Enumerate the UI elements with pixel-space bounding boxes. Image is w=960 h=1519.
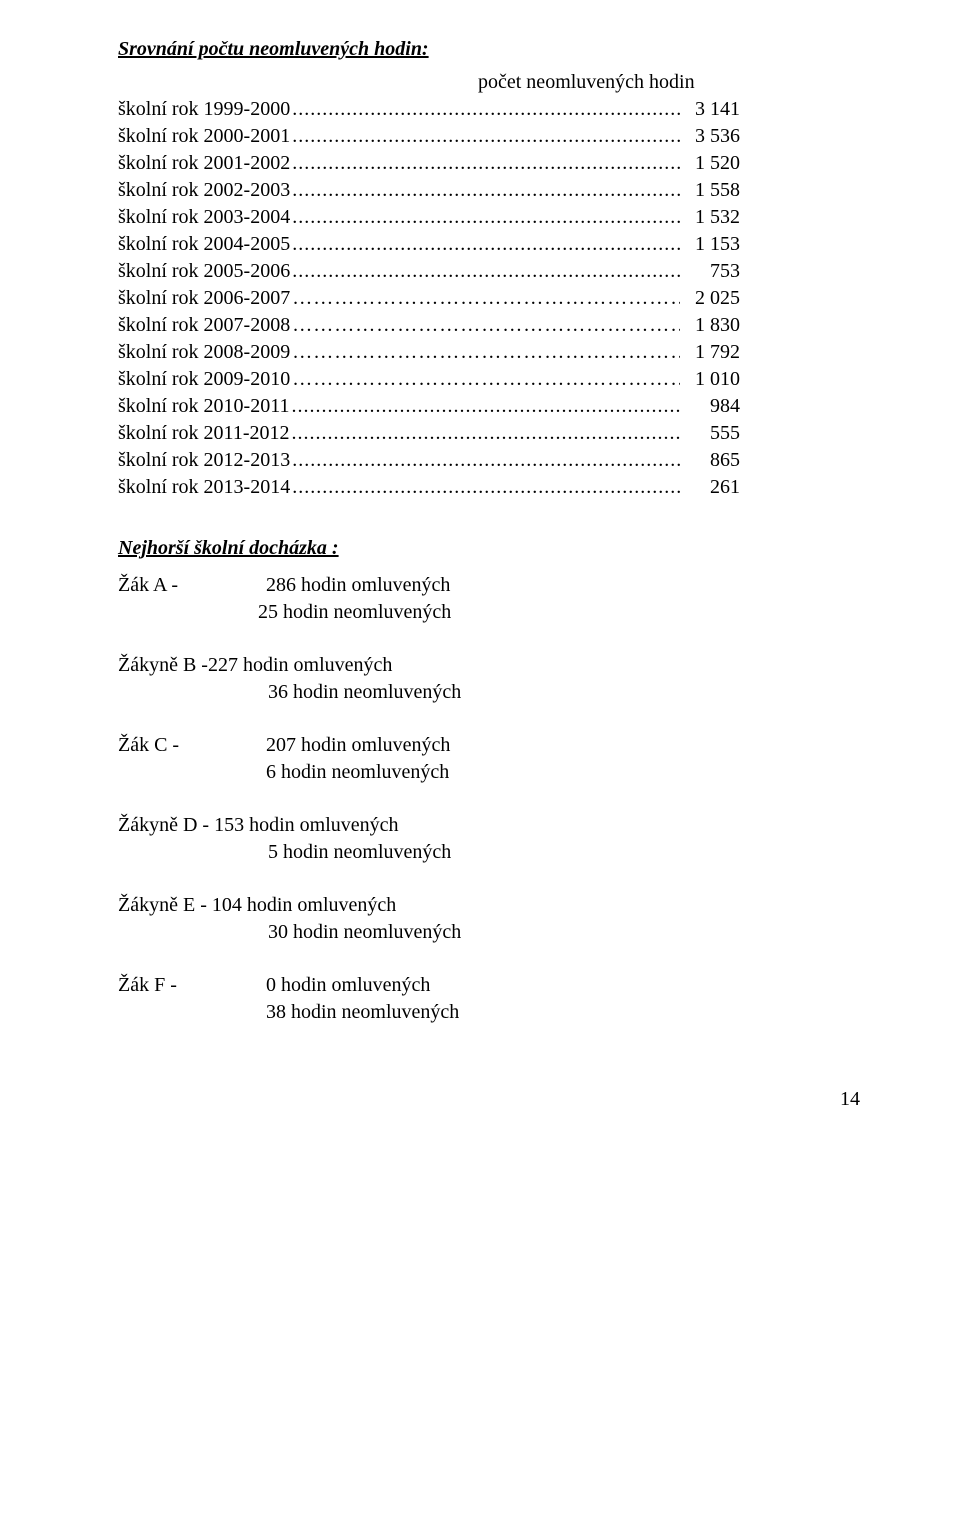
table-row: školní rok 2006-2007……………………………………………………… <box>118 285 860 312</box>
row-label: školní rok 2004-2005 <box>118 231 290 258</box>
row-label: školní rok 2009-2010 <box>118 366 290 393</box>
column-header: počet neomluvených hodin <box>458 69 695 96</box>
leader-dots: ………………………………………………………………………… <box>290 312 680 339</box>
row-value: 1 558 <box>680 177 860 204</box>
entry-line-2: 30 hodin neomluvených <box>118 919 860 946</box>
attendance-entry: Žákyně B -227 hodin omluvených36 hodin n… <box>118 652 860 706</box>
row-value: 1 532 <box>680 204 860 231</box>
leader-dots: ........................................… <box>290 474 680 501</box>
entry-label-inline: Žákyně B -227 hodin omluvených <box>118 652 392 679</box>
row-label: školní rok 2007-2008 <box>118 312 290 339</box>
entry-line-1: Žák C -207 hodin omluvených <box>118 732 860 759</box>
table-row: školní rok 2005-2006....................… <box>118 258 860 285</box>
row-value: 1 830 <box>680 312 860 339</box>
entry-label-inline: Žákyně D - 153 hodin omluvených <box>118 812 399 839</box>
column-header-row: počet neomluvených hodin <box>118 69 860 96</box>
entry-line-2: 5 hodin neomluvených <box>118 839 860 866</box>
row-label: školní rok 2012-2013 <box>118 447 290 474</box>
attendance-entry: Žákyně E - 104 hodin omluvených30 hodin … <box>118 892 860 946</box>
row-label: školní rok 2002-2003 <box>118 177 290 204</box>
table-row: školní rok 2011-2012....................… <box>118 420 860 447</box>
page-number: 14 <box>118 1086 860 1113</box>
table-row: školní rok 2009-2010……………………………………………………… <box>118 366 860 393</box>
row-value: 261 <box>680 474 860 501</box>
entry-text: 0 hodin omluvených <box>266 972 860 999</box>
entry-line-1: Žákyně D - 153 hodin omluvených <box>118 812 860 839</box>
attendance-entry: Žák F -0 hodin omluvených38 hodin neomlu… <box>118 972 860 1026</box>
row-value: 3 141 <box>680 96 860 123</box>
entry-line-1: Žák F -0 hodin omluvených <box>118 972 860 999</box>
spacer <box>118 501 860 535</box>
table-row: školní rok 2003-2004....................… <box>118 204 860 231</box>
attendance-entry: Žákyně D - 153 hodin omluvených5 hodin n… <box>118 812 860 866</box>
leader-dots: ........................................… <box>290 258 680 285</box>
leader-dots: ........................................… <box>290 204 680 231</box>
row-label: školní rok 2001-2002 <box>118 150 290 177</box>
table-row: školní rok 2001-2002....................… <box>118 150 860 177</box>
entry-text: 286 hodin omluvených <box>266 572 860 599</box>
row-label: školní rok 2008-2009 <box>118 339 290 366</box>
row-label: školní rok 2011-2012 <box>118 420 289 447</box>
table-row: školní rok 1999-2000....................… <box>118 96 860 123</box>
row-value: 2 025 <box>680 285 860 312</box>
table-row: školní rok 2012-2013....................… <box>118 447 860 474</box>
comparison-table: školní rok 1999-2000....................… <box>118 96 860 501</box>
comparison-title: Srovnání počtu neomluvených hodin: <box>118 36 860 63</box>
table-row: školní rok 2007-2008……………………………………………………… <box>118 312 860 339</box>
row-label: školní rok 2005-2006 <box>118 258 290 285</box>
entry-line-1: Žák A -286 hodin omluvených <box>118 572 860 599</box>
leader-dots: ........................................… <box>290 177 680 204</box>
row-label: školní rok 2013-2014 <box>118 474 290 501</box>
leader-dots: ........................................… <box>289 420 680 447</box>
table-row: školní rok 2002-2003....................… <box>118 177 860 204</box>
entry-text: 207 hodin omluvených <box>266 732 860 759</box>
leader-dots: ........................................… <box>290 231 680 258</box>
attendance-list: Žák A -286 hodin omluvených 25 hodin neo… <box>118 572 860 1026</box>
row-value: 984 <box>680 393 860 420</box>
leader-dots: ........................................… <box>290 123 680 150</box>
entry-label-inline: Žákyně E - 104 hodin omluvených <box>118 892 396 919</box>
attendance-entry: Žák A -286 hodin omluvených 25 hodin neo… <box>118 572 860 626</box>
entry-label: Žák A - <box>118 572 266 599</box>
table-row: školní rok 2000-2001....................… <box>118 123 860 150</box>
row-value: 1 792 <box>680 339 860 366</box>
entry-line-2: 38 hodin neomluvených <box>118 999 860 1026</box>
row-value: 1 010 <box>680 366 860 393</box>
entry-line-1: Žákyně B -227 hodin omluvených <box>118 652 860 679</box>
row-value: 753 <box>680 258 860 285</box>
entry-line-1: Žákyně E - 104 hodin omluvených <box>118 892 860 919</box>
row-value: 865 <box>680 447 860 474</box>
table-row: školní rok 2008-2009……………………………………………………… <box>118 339 860 366</box>
row-label: školní rok 1999-2000 <box>118 96 290 123</box>
leader-dots: ........................................… <box>289 393 680 420</box>
entry-line-2: 36 hodin neomluvených <box>118 679 860 706</box>
leader-dots: ………………………………………………………………………… <box>290 366 680 393</box>
row-label: školní rok 2003-2004 <box>118 204 290 231</box>
attendance-title: Nejhorší školní docházka : <box>118 535 860 562</box>
attendance-entry: Žák C -207 hodin omluvených6 hodin neoml… <box>118 732 860 786</box>
row-value: 3 536 <box>680 123 860 150</box>
row-value: 555 <box>680 420 860 447</box>
entry-label: Žák C - <box>118 732 266 759</box>
table-row: školní rok 2004-2005....................… <box>118 231 860 258</box>
entry-line-2: 25 hodin neomluvených <box>118 599 860 626</box>
row-value: 1 520 <box>680 150 860 177</box>
row-value: 1 153 <box>680 231 860 258</box>
row-label: školní rok 2006-2007 <box>118 285 290 312</box>
leader-dots: ........................................… <box>290 447 680 474</box>
leader-dots: ........................................… <box>290 96 680 123</box>
leader-dots: ........................................… <box>290 150 680 177</box>
row-label: školní rok 2010-2011 <box>118 393 289 420</box>
leader-dots: ………………………………………………………………………… <box>290 339 680 366</box>
row-label: školní rok 2000-2001 <box>118 123 290 150</box>
table-row: školní rok 2013-2014....................… <box>118 474 860 501</box>
entry-line-2: 6 hodin neomluvených <box>118 759 860 786</box>
table-row: školní rok 2010-2011....................… <box>118 393 860 420</box>
column-header-spacer <box>118 69 458 96</box>
entry-label: Žák F - <box>118 972 266 999</box>
leader-dots: ………………………………………………………………………… <box>290 285 680 312</box>
